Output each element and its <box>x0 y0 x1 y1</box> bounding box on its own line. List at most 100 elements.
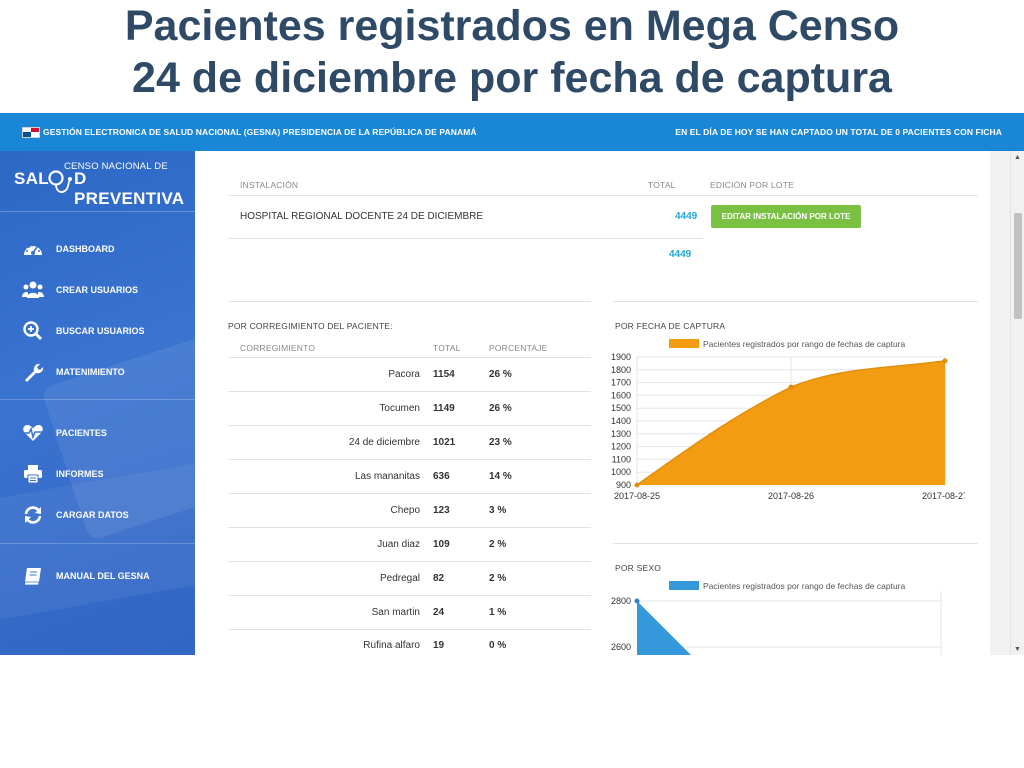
divider <box>228 195 978 196</box>
row-total: 19 <box>433 640 445 651</box>
edit-installation-button[interactable]: EDITAR INSTALACIÓN POR LOTE <box>711 205 861 228</box>
divider <box>228 493 591 494</box>
row-corregimiento: Tocumen <box>379 403 420 414</box>
divider <box>228 425 591 426</box>
y-tick-label: 1300 <box>611 429 631 439</box>
divider <box>228 459 591 460</box>
divider <box>228 238 703 239</box>
grand-total: 4449 <box>669 249 692 260</box>
scrollbar-thumb[interactable] <box>1014 213 1022 319</box>
dashboard-gauge-icon <box>24 244 42 255</box>
legend-label[interactable]: Pacientes registrados por rango de fecha… <box>703 581 906 591</box>
sidebar-item-label: INFORMES <box>56 469 104 479</box>
content-gutter <box>990 151 1010 655</box>
row-corregimiento: Pedregal <box>379 573 420 584</box>
sidebar-item-cargar-datos[interactable]: CARGAR DATOS <box>0 497 195 533</box>
divider <box>228 527 591 528</box>
row-porcentaje: 23 % <box>489 437 512 448</box>
search-plus-icon <box>23 321 43 341</box>
sidebar-divider <box>0 399 195 400</box>
data-point <box>942 358 948 364</box>
legend-label[interactable]: Pacientes registrados por rango de fecha… <box>703 339 906 349</box>
y-tick-label: 1200 <box>611 442 631 452</box>
por-sexo-section-title: POR SEXO <box>615 563 662 573</box>
divider <box>613 543 978 544</box>
app-screenshot: GESTIÓN ELECTRONICA DE SALUD NACIONAL (G… <box>0 113 1024 655</box>
row-corregimiento: Chepo <box>390 505 420 516</box>
y-tick-label: 2600 <box>611 642 631 652</box>
row-total: 1154 <box>433 369 455 380</box>
row-porcentaje: 1 % <box>489 607 507 618</box>
logo-subtitle: CENSO NACIONAL DE <box>64 161 168 172</box>
row-corregimiento: Rufina alfaro <box>363 640 420 651</box>
legend-swatch <box>669 339 699 348</box>
panama-flag-icon <box>22 127 40 138</box>
data-point <box>788 384 794 390</box>
row-porcentaje: 2 % <box>489 573 507 584</box>
y-tick-label: 2800 <box>611 596 631 606</box>
fecha-captura-chart: 900 1000 1100 1200 1300 1400 1500 1600 1700 1800 1… <box>611 352 965 501</box>
book-icon <box>24 568 41 586</box>
y-tick-label: 1400 <box>611 416 631 426</box>
row-porcentaje: 0 % <box>489 640 507 651</box>
row-porcentaje: 26 % <box>489 403 512 414</box>
sidebar-item-label: DASHBOARD <box>56 244 115 254</box>
data-point <box>634 598 640 604</box>
printer-icon <box>24 465 42 484</box>
logo-text-left: SAL <box>14 169 49 188</box>
fecha-captura-section-title: POR FECHA DE CAPTURA <box>615 321 726 331</box>
y-tick-label: 1100 <box>612 454 631 464</box>
divider <box>228 391 591 392</box>
row-total: 82 <box>433 573 445 584</box>
corregimiento-section-title: POR CORREGIMIENTO DEL PACIENTE: <box>228 321 393 331</box>
installation-total: 4449 <box>675 211 698 222</box>
scroll-up-icon[interactable]: ▲ <box>1014 154 1021 161</box>
series-area <box>637 360 945 485</box>
sidebar-item-buscar-usuarios[interactable]: BUSCAR USUARIOS <box>0 313 195 349</box>
vertical-scrollbar[interactable]: ▲ ▼ <box>1010 151 1024 655</box>
row-corregimiento: Juan diaz <box>377 539 420 550</box>
scroll-down-icon[interactable]: ▼ <box>1014 646 1021 653</box>
col-header-edicion-por-lote: EDICIÓN POR LOTE <box>710 180 794 190</box>
sidebar-item-label: CARGAR DATOS <box>56 510 129 520</box>
sidebar-item-label: CREAR USUARIOS <box>56 285 139 295</box>
divider <box>228 561 591 562</box>
slide-title: Pacientes registrados en Mega Censo 24 d… <box>0 0 1024 112</box>
row-total: 123 <box>433 505 450 516</box>
por-sexo-chart: 240026002800 <box>611 591 942 655</box>
x-tick-label: 2017-08-25 <box>614 491 660 501</box>
stethoscope-icon <box>48 170 72 193</box>
sidebar-item-label: MATENIMIENTO <box>56 367 125 377</box>
row-corregimiento: Las mananitas <box>354 471 420 482</box>
col-header-porcentaje: PORCENTAJE <box>489 343 548 353</box>
sidebar-item-manual-del-gesna[interactable]: MANUAL DEL GESNA <box>0 558 195 594</box>
installation-name: HOSPITAL REGIONAL DOCENTE 24 DE DICIEMBR… <box>240 211 484 222</box>
sidebar-item-informes[interactable]: INFORMES <box>0 456 195 492</box>
y-tick-label: 900 <box>616 480 631 490</box>
system-title: GESTIÓN ELECTRONICA DE SALUD NACIONAL (G… <box>43 127 477 137</box>
sidebar-item-dashboard[interactable]: DASHBOARD <box>0 231 195 267</box>
sidebar-item-label: BUSCAR USUARIOS <box>56 326 145 336</box>
y-tick-label: 1000 <box>611 467 631 477</box>
slide-title-line-2: 24 de diciembre por fecha de captura <box>132 54 892 102</box>
row-total: 1021 <box>433 437 456 448</box>
row-total: 109 <box>433 539 450 550</box>
divider <box>228 301 591 302</box>
sidebar-item-matenimiento[interactable]: MATENIMIENTO <box>0 354 195 390</box>
x-tick-label: 2017-08-27 <box>922 491 965 501</box>
censo-logo[interactable]: CENSO NACIONAL DE SAL D PREVENTIVA <box>0 151 195 212</box>
row-porcentaje: 14 % <box>489 471 512 482</box>
y-tick-label: 1800 <box>611 365 631 375</box>
y-tick-label: 1600 <box>611 390 631 400</box>
col-header-instalacion: INSTALACIÓN <box>240 180 299 190</box>
daily-capture-status: EN EL DÍA DE HOY SE HAN CAPTADO UN TOTAL… <box>675 127 1002 137</box>
sidebar-item-pacientes[interactable]: PACIENTES <box>0 415 195 451</box>
slide-title-line-1: Pacientes registrados en Mega Censo <box>124 2 900 50</box>
wrench-icon <box>25 363 44 382</box>
col-header-total: TOTAL <box>648 180 676 190</box>
sidebar-item-crear-usuarios[interactable]: CREAR USUARIOS <box>0 272 195 308</box>
sidebar: CENSO NACIONAL DE SAL D PREVENTIVA DASHB… <box>0 151 195 655</box>
col-header-corregimiento: CORREGIMIENTO <box>240 343 316 353</box>
col-header-total: TOTAL <box>433 343 461 353</box>
main-content: INSTALACIÓN TOTAL EDICIÓN POR LOTE HOSPI… <box>195 151 990 655</box>
